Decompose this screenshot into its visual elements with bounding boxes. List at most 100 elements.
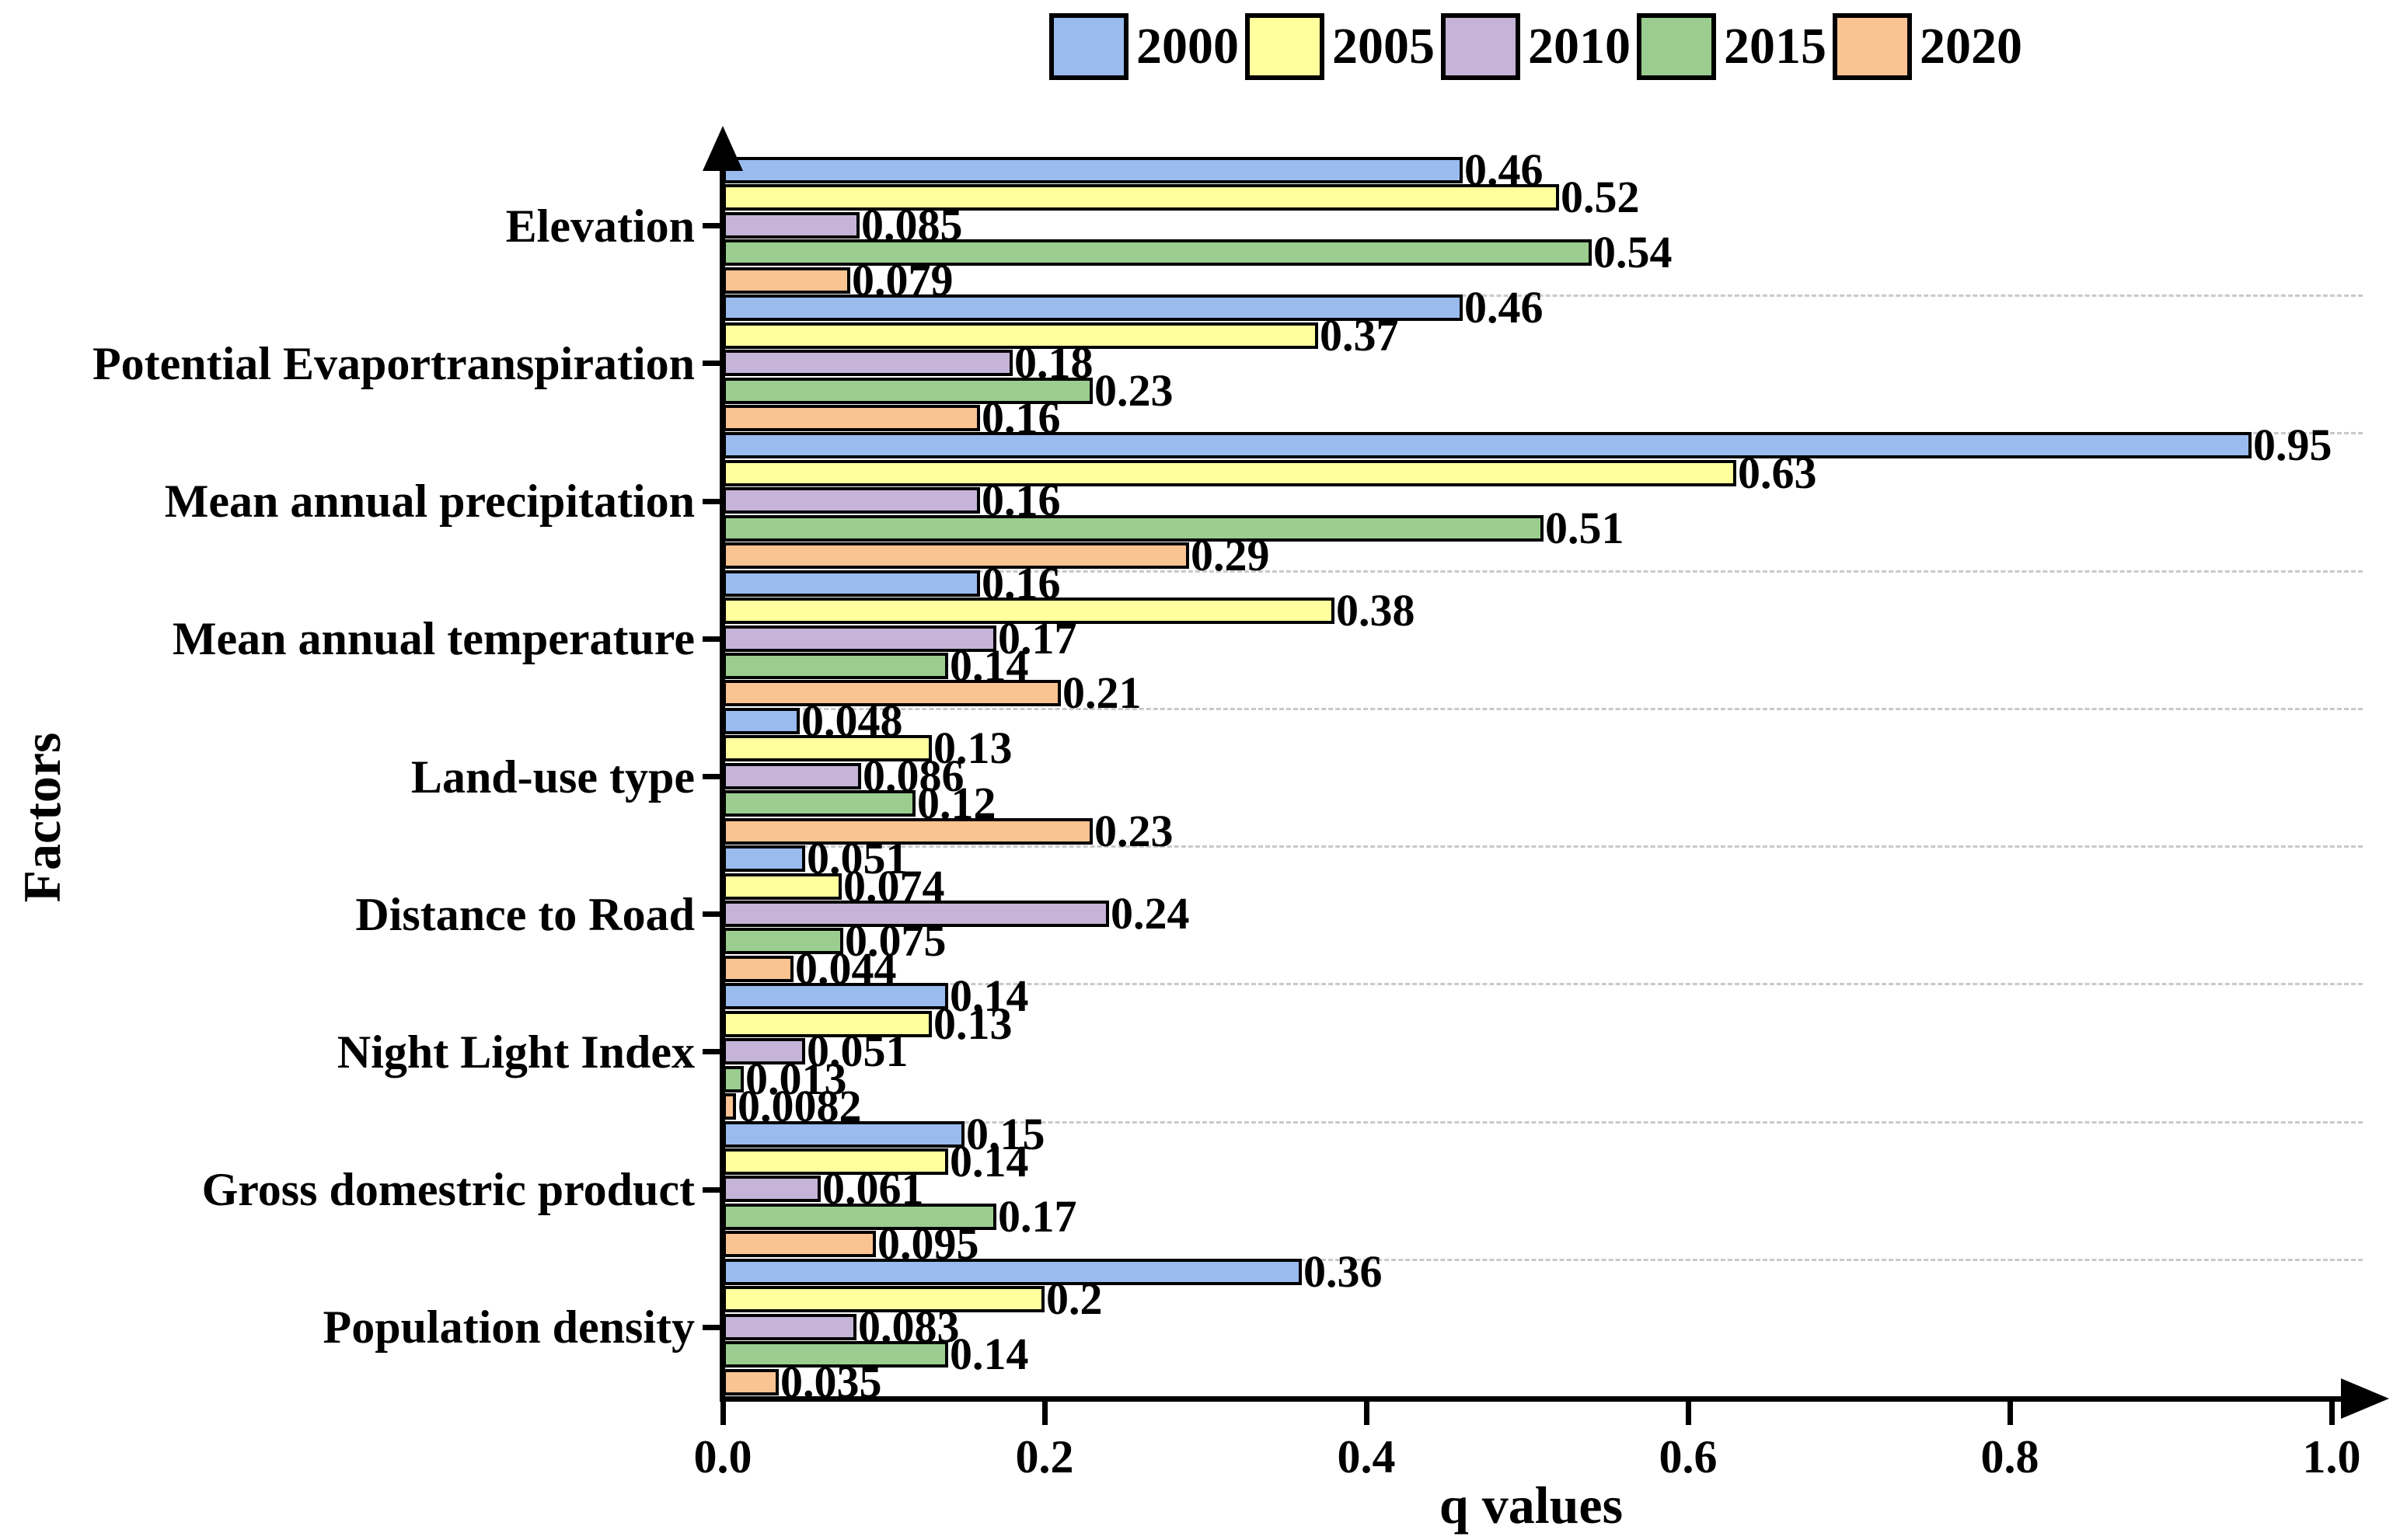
- category-label-potential-evaportranspiration: Potential Evaportranspiration: [92, 338, 695, 389]
- x-tick-0.6: [1686, 1402, 1691, 1425]
- bar-2005-distance-to-road: [723, 873, 842, 900]
- x-tick-0.8: [2008, 1402, 2013, 1425]
- value-label-2015-gross-domestric-product: 0.17: [998, 1191, 1077, 1242]
- bar-2020-gross-domestric-product: [723, 1231, 876, 1257]
- bar-2010-night-light-index: [723, 1038, 805, 1064]
- bar-2000-mean-annual-precipitation: [723, 432, 2252, 458]
- legend-swatch-2005: [1245, 13, 1324, 80]
- x-tick-label-0.0: 0.0: [693, 1431, 752, 1483]
- value-label-2015-mean-annual-temperature: 0.14: [950, 640, 1029, 691]
- legend-item-2020: 2020: [1833, 13, 2028, 80]
- y-tick-potential-evaportranspiration: [703, 361, 723, 366]
- legend-swatch-2015: [1637, 13, 1716, 80]
- bar-2015-night-light-index: [723, 1066, 744, 1092]
- value-label-2015-population-density: 0.14: [950, 1329, 1029, 1379]
- value-label-2010-mean-annual-precipitation: 0.16: [982, 475, 1061, 525]
- bar-2010-population-density: [723, 1314, 856, 1340]
- gridline: [726, 294, 2363, 297]
- value-label-2020-land-use-type: 0.23: [1094, 806, 1174, 856]
- legend-label-2000: 2000: [1136, 18, 1239, 75]
- legend-label-2010: 2010: [1528, 18, 1631, 75]
- y-axis-line: [720, 154, 725, 1402]
- y-tick-gross-domestric-product: [703, 1187, 723, 1193]
- value-label-2020-gross-domestric-product: 0.095: [877, 1218, 979, 1269]
- x-axis-arrow: [2341, 1378, 2389, 1419]
- category-label-elevation: Elevation: [505, 200, 695, 252]
- bar-2005-land-use-type: [723, 735, 932, 761]
- value-label-2010-potential-evaportranspiration: 0.18: [1014, 337, 1094, 388]
- bar-2005-gross-domestric-product: [723, 1148, 948, 1175]
- gridline: [726, 708, 2363, 710]
- x-axis-line: [720, 1396, 2346, 1402]
- value-label-2010-gross-domestric-product: 0.061: [822, 1163, 924, 1214]
- legend-swatch-2010: [1441, 13, 1520, 80]
- bar-2010-mean-annual-temperature: [723, 625, 996, 652]
- value-label-2000-land-use-type: 0.048: [801, 695, 903, 746]
- value-label-2015-distance-to-road: 0.075: [845, 915, 947, 966]
- bar-2000-elevation: [723, 157, 1463, 183]
- gridline: [726, 570, 2363, 573]
- value-label-2010-night-light-index: 0.051: [807, 1026, 909, 1076]
- bar-2015-land-use-type: [723, 790, 916, 817]
- y-axis-arrow: [703, 126, 743, 171]
- category-label-distance-to-road: Distance to Road: [355, 889, 695, 940]
- value-label-2020-mean-annual-temperature: 0.21: [1062, 667, 1142, 718]
- value-label-2000-gross-domestric-product: 0.15: [966, 1109, 1045, 1159]
- bar-2015-population-density: [723, 1341, 948, 1368]
- bar-2020-distance-to-road: [723, 956, 794, 982]
- value-label-2010-land-use-type: 0.086: [863, 751, 965, 801]
- bar-2005-mean-annual-precipitation: [723, 460, 1736, 486]
- category-label-night-light-index: Night Light Index: [337, 1026, 695, 1078]
- y-axis-title: Factors: [12, 732, 72, 903]
- y-tick-population-density: [703, 1325, 723, 1330]
- bar-2005-population-density: [723, 1286, 1045, 1312]
- value-label-2015-night-light-index: 0.013: [745, 1054, 847, 1104]
- bar-2010-elevation: [723, 212, 860, 239]
- value-label-2015-elevation: 0.54: [1593, 227, 1673, 277]
- x-tick-label-0.6: 0.6: [1659, 1431, 1718, 1483]
- y-tick-elevation: [703, 223, 723, 228]
- value-label-2000-potential-evaportranspiration: 0.46: [1464, 282, 1544, 333]
- legend-item-2005: 2005: [1245, 13, 1441, 80]
- gridline: [726, 1121, 2363, 1124]
- x-axis-title: q values: [1439, 1476, 1624, 1535]
- bar-2015-elevation: [723, 239, 1592, 266]
- value-label-2000-mean-annual-precipitation: 0.95: [2253, 420, 2332, 470]
- legend-swatch-2020: [1833, 13, 1912, 80]
- value-label-2010-distance-to-road: 0.24: [1111, 888, 1190, 939]
- y-tick-mean-annual-precipitation: [703, 499, 723, 504]
- value-label-2000-night-light-index: 0.14: [950, 970, 1029, 1021]
- bar-2000-gross-domestric-product: [723, 1121, 965, 1148]
- bar-2015-mean-annual-precipitation: [723, 515, 1544, 542]
- bar-2010-potential-evaportranspiration: [723, 350, 1013, 376]
- bar-2020-mean-annual-temperature: [723, 680, 1061, 706]
- category-label-mean-annual-precipitation: Mean annual precipitation: [164, 476, 695, 527]
- bar-2005-elevation: [723, 184, 1559, 211]
- category-label-land-use-type: Land-use type: [410, 751, 695, 803]
- gridline: [726, 1259, 2363, 1261]
- value-label-2005-night-light-index: 0.13: [933, 998, 1013, 1049]
- category-label-gross-domestric-product: Gross domestric product: [201, 1164, 695, 1215]
- bar-2010-distance-to-road: [723, 901, 1109, 927]
- category-label-mean-annual-temperature: Mean annual temperature: [172, 613, 695, 664]
- bar-2000-night-light-index: [723, 983, 948, 1009]
- bar-2020-potential-evaportranspiration: [723, 405, 980, 431]
- value-label-2010-mean-annual-temperature: 0.17: [998, 613, 1077, 664]
- x-tick-label-0.4: 0.4: [1337, 1431, 1396, 1483]
- legend-item-2015: 2015: [1637, 13, 1833, 80]
- x-tick-label-0.2: 0.2: [1015, 1431, 1074, 1483]
- legend-label-2015: 2015: [1724, 18, 1826, 75]
- category-label-population-density: Population density: [323, 1301, 695, 1353]
- bar-2020-population-density: [723, 1369, 779, 1395]
- bar-2000-land-use-type: [723, 708, 800, 734]
- x-tick-label-0.8: 0.8: [1980, 1431, 2039, 1483]
- gridline: [726, 983, 2363, 985]
- value-label-2015-mean-annual-precipitation: 0.51: [1545, 503, 1624, 553]
- value-label-2010-population-density: 0.083: [858, 1301, 960, 1352]
- bar-2005-potential-evaportranspiration: [723, 322, 1318, 349]
- value-label-2010-elevation: 0.085: [861, 200, 963, 250]
- value-label-2000-elevation: 0.46: [1464, 145, 1544, 195]
- value-label-2020-potential-evaportranspiration: 0.16: [982, 392, 1061, 443]
- value-label-2005-population-density: 0.2: [1046, 1273, 1103, 1324]
